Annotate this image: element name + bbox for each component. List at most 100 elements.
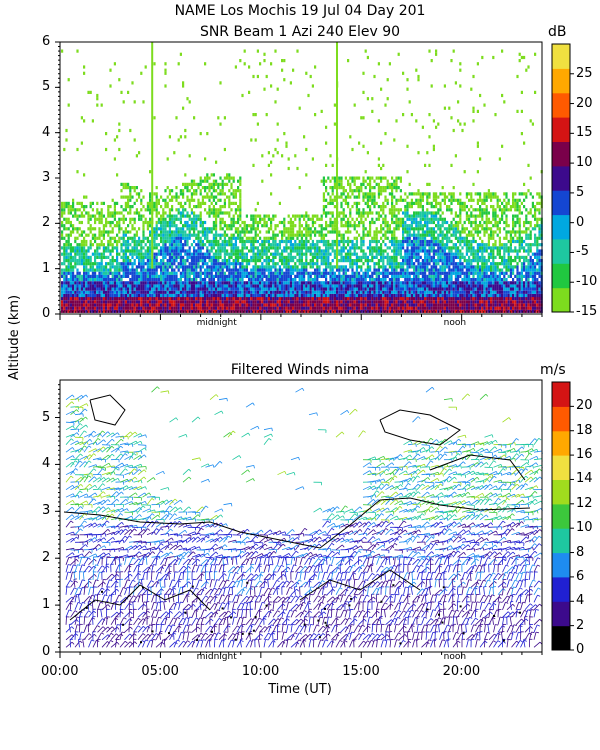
- snr-cell: [63, 300, 66, 304]
- snr-cell: [254, 297, 257, 301]
- snr-cell: [377, 297, 380, 301]
- snr-cell: [69, 249, 72, 253]
- snr-cell: [140, 297, 143, 301]
- snr-cell: [358, 265, 361, 269]
- snr-cell: [78, 281, 81, 285]
- snr-cell: [164, 293, 167, 298]
- snr-cell: [166, 281, 169, 285]
- snr-cell: [135, 239, 138, 244]
- snr-cell: [201, 259, 204, 263]
- snr-cell: [267, 227, 270, 231]
- snr-cell: [377, 274, 380, 278]
- snr-cell: [265, 274, 268, 278]
- snr-cell: [369, 227, 372, 231]
- snr-cell: [155, 236, 158, 240]
- snr-cell: [263, 265, 266, 269]
- snr-cell: [267, 214, 270, 218]
- snr-cell: [94, 268, 97, 272]
- snr-cell: [375, 271, 378, 275]
- snr-cell: [94, 227, 97, 231]
- snr-cell: [102, 243, 105, 247]
- snr-cell: [215, 274, 218, 278]
- snr-cell: [327, 211, 330, 215]
- snr-cell: [179, 309, 182, 313]
- snr-cell: [133, 211, 136, 215]
- snr-cell: [325, 227, 328, 231]
- snr-cell: [204, 195, 207, 199]
- snr-cell: [230, 233, 233, 237]
- snr-cell: [362, 208, 365, 212]
- snr-cell: [131, 186, 134, 190]
- snr-cell: [146, 239, 149, 244]
- snr-cell: [217, 259, 220, 263]
- snr-cell: [162, 198, 165, 202]
- snr-cell: [314, 293, 317, 298]
- snr-cell: [320, 233, 323, 237]
- snr-cell: [329, 220, 332, 225]
- snr-cell: [135, 274, 138, 278]
- snr-cell: [155, 306, 158, 310]
- snr-cell: [113, 290, 116, 294]
- snr-cell: [188, 224, 191, 228]
- snr-cell: [149, 281, 152, 285]
- snr-cell: [375, 306, 378, 310]
- snr-cell: [69, 211, 72, 215]
- snr-cell: [94, 236, 97, 240]
- snr-cell: [228, 236, 231, 240]
- snr-cell: [384, 265, 387, 269]
- snr-cell: [298, 106, 301, 110]
- snr-cell: [153, 259, 156, 263]
- snr-cell: [63, 246, 66, 250]
- snr-cell: [347, 290, 350, 294]
- snr-cell: [241, 239, 244, 244]
- snr-cell: [91, 297, 94, 301]
- snr-cell: [142, 227, 145, 231]
- snr-cell: [177, 195, 180, 199]
- snr-cell: [102, 281, 105, 285]
- snr-cell: [109, 268, 112, 272]
- snr-cell: [107, 303, 110, 307]
- snr-cell: [151, 281, 154, 285]
- snr-cell: [393, 236, 396, 240]
- snr-cell: [395, 265, 398, 269]
- snr-cell: [382, 287, 385, 291]
- snr-cell: [149, 170, 152, 174]
- snr-cell: [331, 211, 334, 215]
- snr-cell: [193, 230, 196, 234]
- snr-cell: [182, 236, 185, 240]
- snr-cell: [263, 303, 266, 307]
- snr-cell: [118, 227, 121, 231]
- snr-cell: [404, 249, 407, 253]
- snr-cell: [307, 297, 310, 301]
- snr-cell: [129, 306, 132, 310]
- snr-cell: [278, 265, 281, 269]
- snr-cell: [349, 281, 352, 285]
- snr-cell: [173, 195, 176, 199]
- snr-cell: [212, 182, 215, 186]
- snr-cell: [333, 205, 336, 209]
- snr-cell: [349, 186, 352, 190]
- snr-cell: [265, 290, 268, 294]
- snr-cell: [122, 293, 125, 298]
- snr-cell: [107, 290, 110, 294]
- snr-cell: [289, 290, 292, 294]
- snr-cell: [259, 236, 262, 240]
- snr-cell: [331, 271, 334, 275]
- snr-cell: [177, 211, 180, 215]
- snr-cell: [120, 90, 123, 94]
- snr-cell: [239, 271, 242, 275]
- snr-cell: [349, 300, 352, 304]
- snr-cell: [239, 274, 242, 278]
- snr-cell: [338, 249, 341, 253]
- snr-cell: [305, 303, 308, 307]
- snr-cell: [63, 255, 66, 259]
- snr-cell: [322, 198, 325, 202]
- snr-cell: [237, 262, 240, 266]
- snr-cell: [105, 278, 108, 282]
- snr-cell: [362, 90, 365, 94]
- snr-cell: [393, 290, 396, 294]
- snr-cell: [96, 249, 99, 253]
- snr-cell: [188, 274, 191, 278]
- snr-cell: [221, 179, 224, 183]
